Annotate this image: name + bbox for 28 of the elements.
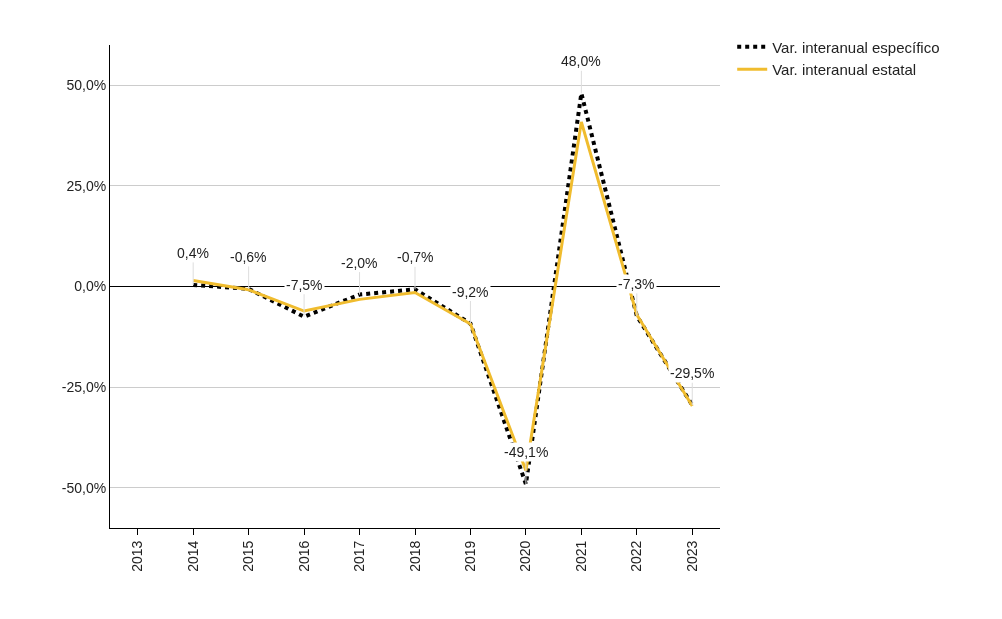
data-label: 0,4%	[177, 245, 209, 261]
legend-label: Var. interanual específico	[772, 38, 940, 56]
x-tick-label: 2021	[572, 540, 589, 572]
data-label: -7,3%	[618, 276, 655, 292]
data-label: -0,7%	[397, 249, 434, 265]
x-tick-label: 2020	[517, 540, 534, 572]
x-tick-label: 2018	[406, 540, 423, 572]
x-tick-label: 2019	[462, 540, 478, 572]
data-label: -49,1%	[504, 444, 549, 460]
legend-label: Var. interanual estatal	[772, 61, 917, 79]
data-label: -29,5%	[670, 365, 715, 381]
data-label: -7,5%	[286, 277, 323, 293]
x-tick-label: 2013	[129, 540, 146, 572]
x-tick-label: 2016	[295, 540, 312, 572]
y-tick-label: 50,0%	[66, 77, 107, 94]
data-label: 48,0%	[561, 53, 601, 69]
data-label: -9,2%	[452, 284, 489, 300]
data-label: -0,6%	[230, 249, 267, 265]
x-tick-label: 2017	[351, 540, 368, 572]
x-tick-label: 2022	[628, 540, 645, 572]
x-tick-label: 2015	[240, 540, 257, 572]
x-tick-label: 2023	[683, 540, 700, 572]
y-tick-label: -25,0%	[61, 379, 107, 396]
y-tick-label: 25,0%	[66, 177, 107, 194]
data-label: -2,0%	[341, 255, 378, 271]
x-tick-label: 2014	[184, 540, 201, 572]
y-tick-label: 0,0%	[74, 278, 107, 295]
y-tick-label: -50,0%	[61, 479, 107, 496]
